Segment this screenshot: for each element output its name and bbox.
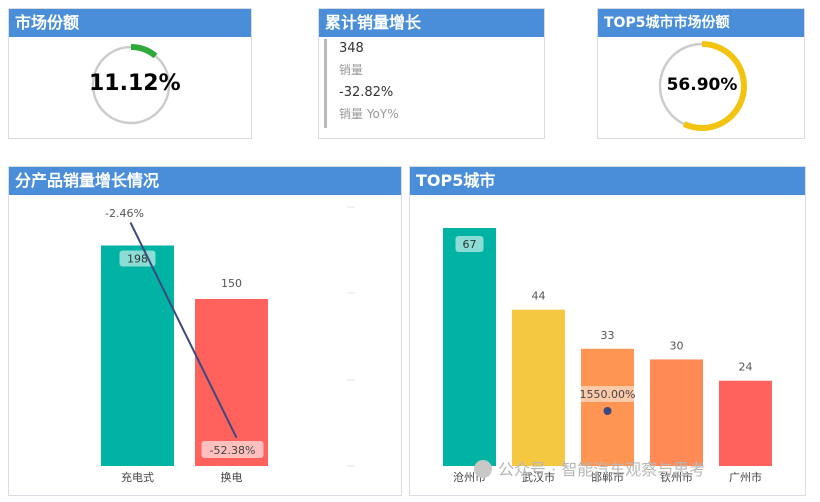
point-label: 1550.00% — [580, 388, 636, 401]
data-label: 24 — [739, 361, 753, 374]
wechat-icon — [474, 459, 492, 478]
top5-share-title: TOP5城市市场份额 — [598, 9, 804, 37]
top5-share-value: 56.90% — [666, 75, 738, 95]
data-label: 150 — [221, 277, 242, 290]
x-tick-label: 换电 — [221, 470, 243, 484]
point-marker — [603, 407, 612, 415]
data-label: 30 — [670, 339, 684, 352]
bar-沧州市 — [443, 228, 496, 466]
point-label-bg — [579, 386, 636, 402]
cumulative-sales-title: 累计销量增长 — [319, 9, 544, 37]
x-tick-label: 钦州市 — [660, 470, 693, 484]
data-label: 44 — [532, 290, 546, 303]
watermark: 公众号 · 智能汽车观察与思考 — [474, 456, 705, 480]
top5-share-card: TOP5城市市场份额 56.90% — [597, 8, 805, 139]
line-label-bg — [201, 441, 264, 458]
product-chart-card: 分产品销量增长情况 充电式 换电 198 150 -2.46% -52.38% — [8, 166, 402, 496]
market-share-title: 市场份额 — [9, 9, 251, 37]
x-tick-label: 邯郸市 — [591, 470, 624, 484]
bar-武汉市 — [512, 309, 565, 466]
top5-chart-title: TOP5城市 — [410, 167, 805, 195]
data-label: 198 — [127, 253, 148, 266]
sales-label: 销量 — [339, 63, 364, 77]
top5-share-ring — [657, 41, 747, 131]
bar-钦州市 — [650, 359, 703, 466]
data-label-bg — [455, 236, 484, 252]
watermark-text: 公众号 · 智能汽车观察与思考 — [498, 460, 706, 479]
product-chart-title: 分产品销量增长情况 — [9, 167, 401, 195]
market-share-ring — [90, 44, 172, 126]
kpi-divider — [324, 39, 327, 128]
yoy-line — [129, 222, 238, 439]
cumulative-sales-card: 累计销量增长 348 销量 -32.82% 销量 YoY% — [318, 8, 545, 139]
sales-value: 348 — [339, 41, 364, 56]
bar-换电 — [195, 298, 268, 466]
market-share-value: 11.12% — [89, 71, 181, 96]
bar-充电式 — [101, 245, 174, 466]
bar-广州市 — [719, 380, 772, 466]
x-tick-label: 充电式 — [121, 470, 154, 484]
yoy-value: -32.82% — [339, 85, 394, 100]
x-tick-label: 广州市 — [729, 470, 762, 484]
market-share-card: 市场份额 11.12% — [8, 8, 252, 139]
data-label: 33 — [601, 329, 615, 342]
yoy-label: 销量 YoY% — [339, 107, 399, 121]
line-label: -52.38% — [210, 444, 256, 457]
x-tick-label: 武汉市 — [522, 470, 555, 484]
product-growth-chart: 充电式 换电 198 150 -2.46% -52.38% — [101, 206, 355, 484]
data-label: 67 — [463, 238, 477, 251]
top5-chart-card: TOP5城市 67 沧州市 44 武汉市 33 邯郸市 1550.00% 30 钦州市 24 广州市 — [409, 166, 806, 496]
line-label: -2.46% — [105, 207, 144, 220]
